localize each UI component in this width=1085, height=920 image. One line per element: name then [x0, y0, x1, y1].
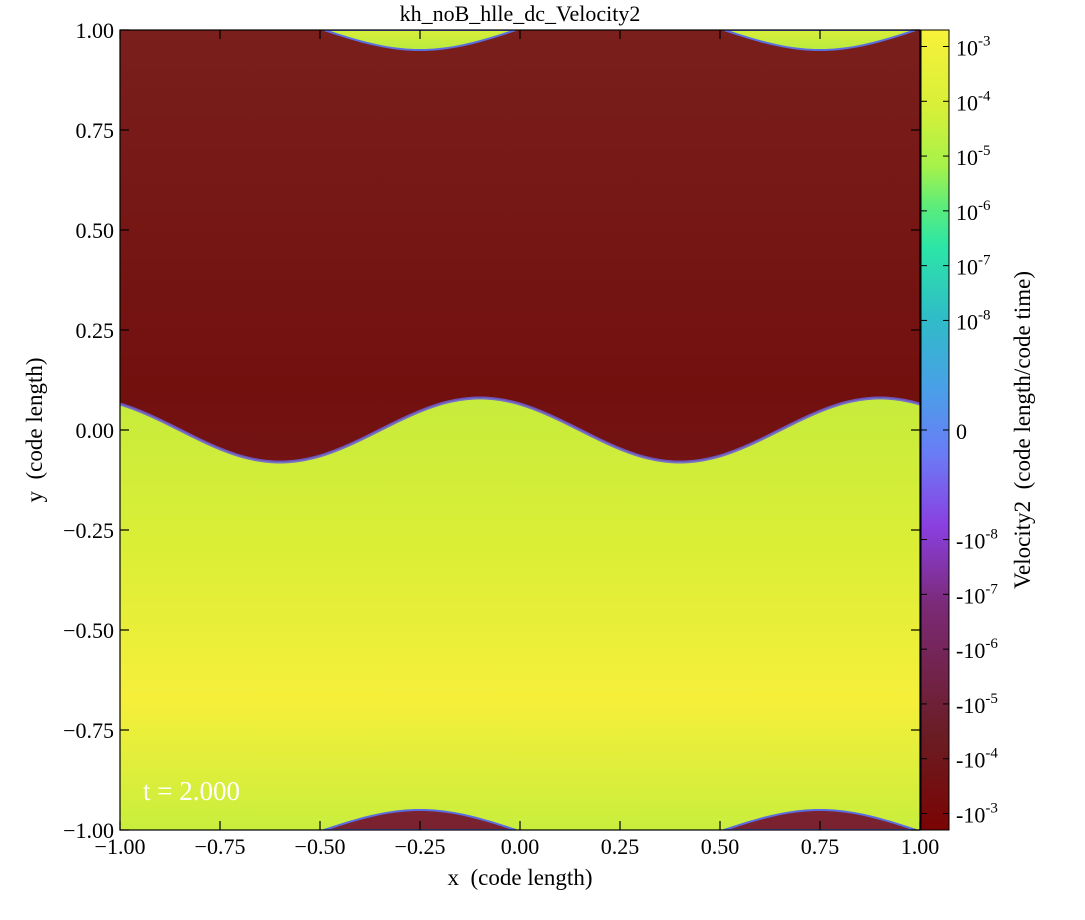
time-annotation: t = 2.000 — [143, 776, 240, 806]
colorbar-tick-label: 10-7 — [956, 253, 991, 280]
y-tick-label: 1.00 — [76, 18, 115, 43]
lower-region — [120, 398, 920, 830]
top-edge-caps — [323, 30, 917, 52]
colorbar-tick-label: -10-8 — [956, 527, 998, 554]
colorbar-tick-label: 10-6 — [956, 198, 991, 225]
x-tick-label: 0.25 — [601, 834, 640, 859]
x-tick-label: 0.50 — [701, 834, 740, 859]
colorbar-tick-label: -10-5 — [956, 691, 998, 718]
colorbar-tick-label: 10-3 — [956, 33, 991, 60]
chart-title: kh_noB_hlle_dc_Velocity2 — [400, 1, 641, 26]
x-axis-label: x (code length) — [448, 865, 593, 890]
y-axis-label: y (code length) — [22, 358, 47, 503]
interface-boundary — [120, 396, 920, 464]
colorbar-tick-label: -10-4 — [956, 746, 998, 773]
x-tick-label: −1.00 — [95, 834, 146, 859]
x-tick-label: 1.00 — [901, 834, 940, 859]
colorbar-label: Velocity2 (code length/code time) — [1010, 271, 1035, 589]
colorbar-tick-label: -10-7 — [956, 581, 998, 608]
y-tick-label: −0.75 — [63, 718, 114, 743]
y-tick-label: 0.75 — [76, 118, 115, 143]
colorbar-tick-label: -10-3 — [956, 801, 998, 828]
x-tick-label: −0.75 — [195, 834, 246, 859]
y-tick-label: 0.00 — [76, 418, 115, 443]
colorbar-tick-label: -10-6 — [956, 636, 998, 663]
colorbar-tick-label: 0 — [956, 419, 967, 444]
colorbar-tick-label: 10-4 — [956, 88, 991, 115]
colorbar-tick-label: 10-5 — [956, 143, 991, 170]
axis-ticks: −1.00 −0.75 −0.50 −0.25 0.00 0.25 0.50 0.75 1.00… — [63, 18, 939, 859]
colorbar-tick-label: 10-8 — [956, 307, 991, 334]
y-tick-label: −0.50 — [63, 618, 114, 643]
bottom-edge-caps — [323, 808, 917, 830]
x-tick-label: 0.00 — [501, 834, 540, 859]
heatmap-field — [120, 30, 920, 830]
colorbar-ticks: 10-3 10-4 10-5 10-6 10-7 10-8 0 -10-8 -10-7 -10-6… — [921, 33, 998, 828]
y-tick-label: −0.25 — [63, 518, 114, 543]
y-tick-label: 0.25 — [76, 318, 115, 343]
y-tick-label: −1.00 — [63, 818, 114, 843]
x-tick-label: −0.25 — [395, 834, 446, 859]
x-tick-label: −0.50 — [295, 834, 346, 859]
y-tick-label: 0.50 — [76, 218, 115, 243]
x-tick-label: 0.75 — [801, 834, 840, 859]
